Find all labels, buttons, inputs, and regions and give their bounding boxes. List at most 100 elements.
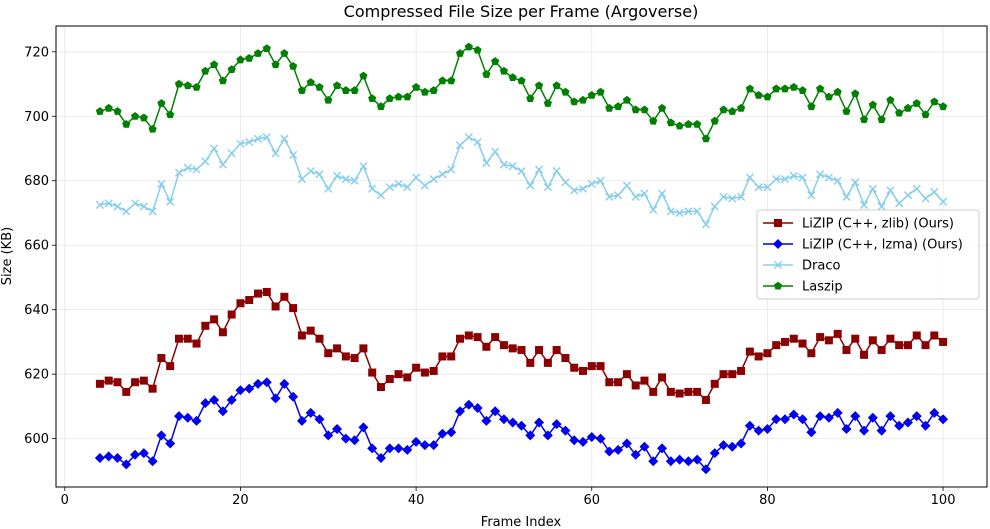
data-point bbox=[833, 176, 842, 185]
data-point bbox=[886, 186, 895, 195]
data-point bbox=[675, 389, 684, 398]
data-point bbox=[841, 423, 852, 434]
data-point bbox=[798, 339, 807, 348]
data-point bbox=[508, 73, 517, 82]
data-point bbox=[236, 299, 245, 308]
data-point bbox=[666, 118, 675, 127]
data-point bbox=[666, 207, 675, 216]
data-point bbox=[719, 370, 728, 379]
data-point bbox=[842, 192, 851, 201]
data-point bbox=[745, 84, 754, 93]
data-point bbox=[535, 345, 544, 354]
data-point bbox=[412, 173, 421, 182]
data-point bbox=[666, 387, 675, 396]
data-point bbox=[640, 189, 649, 198]
data-point bbox=[710, 202, 719, 211]
data-point bbox=[166, 197, 175, 206]
data-point bbox=[596, 87, 605, 96]
data-point bbox=[614, 378, 623, 387]
legend-marker bbox=[773, 239, 783, 249]
data-point bbox=[253, 378, 264, 389]
data-point bbox=[315, 82, 324, 91]
data-point bbox=[324, 184, 333, 193]
data-point bbox=[859, 200, 869, 210]
data-point bbox=[938, 414, 949, 425]
data-point bbox=[640, 105, 649, 114]
data-point bbox=[525, 430, 536, 441]
data-point bbox=[314, 414, 325, 425]
legend-label: LiZIP (C++, zlib) (Ours) bbox=[802, 217, 954, 232]
data-point bbox=[823, 412, 834, 423]
data-point bbox=[508, 162, 517, 171]
data-point bbox=[157, 99, 166, 107]
data-point bbox=[508, 344, 517, 353]
data-point bbox=[209, 144, 219, 153]
data-point bbox=[710, 116, 719, 125]
data-point bbox=[842, 345, 851, 354]
data-point bbox=[192, 82, 201, 91]
data-point bbox=[236, 139, 245, 148]
data-point bbox=[306, 326, 315, 335]
data-point bbox=[894, 420, 905, 431]
data-point bbox=[622, 370, 631, 379]
data-point bbox=[728, 370, 737, 379]
data-point bbox=[235, 385, 246, 396]
data-point bbox=[217, 406, 228, 417]
series-3 bbox=[95, 42, 948, 143]
data-point bbox=[139, 202, 148, 211]
data-point bbox=[482, 70, 491, 78]
series-layer bbox=[94, 42, 949, 475]
data-point bbox=[166, 110, 175, 119]
data-point bbox=[789, 171, 798, 181]
data-point bbox=[456, 334, 465, 343]
data-point bbox=[412, 363, 421, 372]
data-point bbox=[438, 352, 447, 361]
data-point bbox=[262, 133, 271, 142]
data-point bbox=[130, 111, 140, 120]
data-point bbox=[403, 92, 412, 101]
legend: LiZIP (C++, zlib) (Ours) LiZIP (C++, lzma… bbox=[756, 209, 980, 300]
data-point bbox=[297, 86, 307, 94]
data-point bbox=[306, 166, 315, 176]
data-point bbox=[393, 443, 404, 454]
data-point bbox=[868, 184, 877, 193]
data-point bbox=[367, 443, 378, 454]
data-point bbox=[498, 414, 509, 425]
data-point bbox=[402, 444, 413, 455]
data-point bbox=[614, 191, 623, 200]
data-point bbox=[157, 354, 166, 363]
data-point bbox=[859, 425, 870, 436]
data-point bbox=[244, 383, 255, 394]
data-point bbox=[245, 296, 254, 305]
data-point bbox=[596, 362, 605, 371]
data-point bbox=[701, 395, 710, 404]
data-point bbox=[323, 430, 334, 441]
x-tick-label: 80 bbox=[759, 493, 776, 508]
data-point bbox=[350, 354, 359, 363]
data-point bbox=[736, 438, 747, 449]
data-point bbox=[631, 381, 640, 390]
data-point bbox=[394, 92, 403, 101]
data-point bbox=[491, 57, 500, 65]
legend-entry: LiZIP (C++, lzma) (Ours) bbox=[763, 238, 963, 253]
data-point bbox=[737, 366, 746, 375]
data-point bbox=[428, 440, 439, 451]
data-point bbox=[359, 344, 368, 353]
plot-area-frame bbox=[55, 25, 988, 488]
data-point bbox=[218, 76, 227, 85]
data-point bbox=[349, 435, 360, 446]
data-point bbox=[649, 387, 658, 396]
data-point bbox=[851, 89, 860, 98]
data-point bbox=[754, 183, 763, 192]
data-point bbox=[824, 173, 834, 182]
data-point bbox=[552, 81, 561, 90]
data-point bbox=[534, 417, 545, 428]
data-point bbox=[350, 86, 359, 94]
data-point bbox=[95, 379, 104, 388]
data-point bbox=[772, 341, 781, 350]
data-point bbox=[262, 287, 271, 296]
data-point bbox=[297, 331, 306, 340]
data-point bbox=[455, 141, 465, 150]
data-point bbox=[332, 423, 343, 434]
data-point bbox=[578, 184, 588, 193]
